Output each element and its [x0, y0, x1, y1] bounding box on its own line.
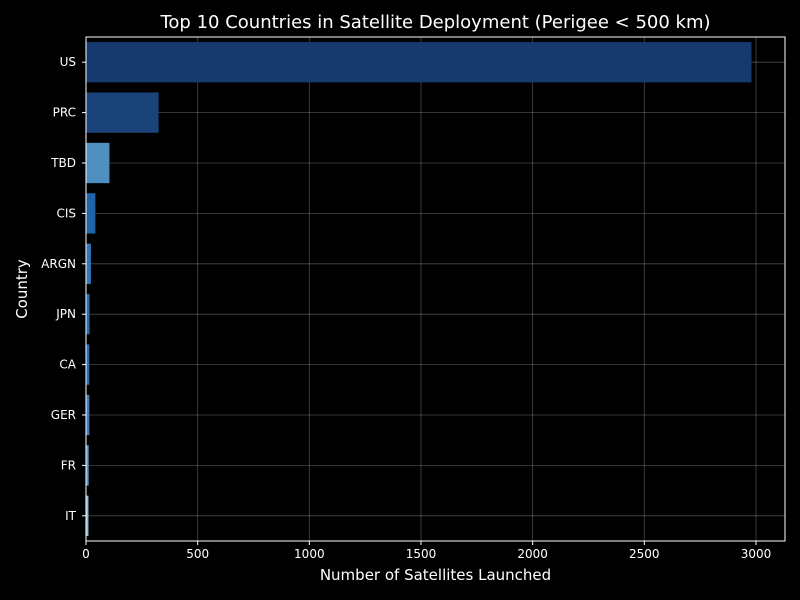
plot-frame: [85, 36, 786, 542]
bar-tbd: [86, 142, 110, 184]
y-tick-label: US: [60, 55, 76, 69]
y-tick-label: CA: [59, 358, 76, 372]
bar-ca: [86, 344, 90, 385]
y-tick-label: GER: [51, 408, 76, 422]
y-tick-label: FR: [61, 458, 76, 472]
bar-us: [86, 42, 752, 83]
x-axis-ticks: 0 500 1000 1500 2000 2500 3000: [82, 541, 771, 561]
bar-jpn: [86, 294, 90, 335]
y-tick-label: ARGN: [41, 257, 76, 271]
plot-background: [86, 37, 785, 541]
chart-title: Top 10 Countries in Satellite Deployment…: [159, 12, 710, 33]
y-axis-ticks: US PRC TBD CIS ARGN JPN CA GER FR IT: [41, 55, 86, 523]
x-tick-label: 2000: [517, 547, 548, 561]
y-axis-title: Country: [13, 259, 31, 319]
y-tick-label: JPN: [55, 307, 76, 321]
x-tick-label: 1500: [406, 547, 437, 561]
x-tick-label: 500: [186, 547, 209, 561]
bar-fr: [86, 445, 89, 486]
bar-prc: [86, 92, 159, 133]
bar-ger: [86, 394, 90, 436]
y-tick-label: CIS: [56, 206, 76, 220]
x-tick-label: 1000: [294, 547, 325, 561]
y-tick-label: PRC: [53, 106, 76, 120]
bar-cis: [86, 193, 96, 234]
bars: [86, 42, 752, 536]
x-tick-label: 2500: [629, 547, 660, 561]
y-tick-label: TBD: [50, 156, 76, 170]
bar-argn: [86, 243, 91, 284]
x-tick-label: 0: [82, 547, 90, 561]
x-tick-label: 3000: [741, 547, 772, 561]
x-axis-title: Number of Satellites Launched: [320, 566, 551, 584]
y-tick-label: IT: [65, 509, 77, 523]
bar-it: [86, 495, 89, 536]
